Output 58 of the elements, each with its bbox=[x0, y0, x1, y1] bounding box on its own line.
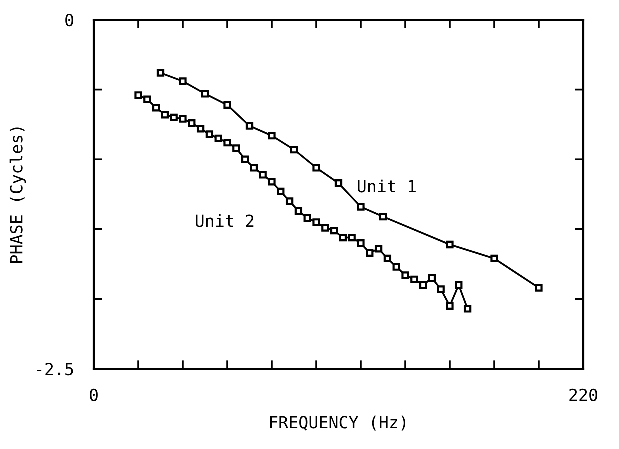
point bbox=[179, 78, 187, 86]
point bbox=[419, 281, 428, 290]
point bbox=[268, 132, 276, 140]
point bbox=[490, 254, 498, 263]
point bbox=[392, 263, 400, 271]
point bbox=[259, 171, 267, 179]
point bbox=[250, 164, 258, 172]
point bbox=[188, 119, 196, 128]
point bbox=[312, 218, 320, 226]
series-label: Unit 1 bbox=[358, 180, 416, 193]
point bbox=[241, 156, 250, 164]
y-axis-title: PHASE (Cycles) bbox=[10, 128, 26, 264]
point bbox=[446, 302, 454, 310]
point bbox=[428, 274, 436, 282]
point bbox=[437, 286, 445, 294]
point bbox=[322, 224, 330, 232]
point bbox=[196, 125, 205, 133]
point bbox=[357, 203, 365, 211]
point bbox=[144, 96, 152, 104]
point bbox=[294, 207, 303, 216]
point bbox=[206, 130, 214, 138]
point bbox=[348, 234, 356, 242]
point bbox=[161, 111, 170, 119]
point bbox=[334, 180, 343, 188]
point bbox=[214, 134, 222, 142]
point bbox=[224, 139, 232, 147]
point bbox=[379, 213, 388, 221]
point bbox=[357, 240, 365, 248]
point bbox=[304, 214, 312, 222]
point bbox=[152, 104, 160, 112]
point bbox=[446, 240, 454, 249]
point bbox=[374, 245, 383, 253]
point bbox=[402, 272, 410, 280]
x-axis-title: FREQUENCY (Hz) bbox=[270, 416, 406, 431]
point bbox=[330, 226, 338, 235]
point bbox=[339, 234, 348, 242]
point bbox=[286, 198, 294, 206]
point bbox=[134, 92, 142, 100]
point bbox=[268, 178, 276, 186]
point bbox=[170, 114, 178, 122]
point bbox=[156, 69, 165, 77]
y-tick-label: -2.5 bbox=[37, 363, 74, 376]
point bbox=[535, 284, 543, 292]
point bbox=[179, 115, 187, 123]
point bbox=[384, 254, 392, 263]
point bbox=[232, 144, 240, 152]
x-tick-label: 220 bbox=[570, 388, 598, 402]
series-label: Unit 2 bbox=[196, 214, 254, 228]
point bbox=[455, 281, 463, 290]
point bbox=[224, 101, 232, 109]
point bbox=[246, 122, 254, 130]
point bbox=[277, 188, 285, 196]
point bbox=[366, 249, 374, 257]
point bbox=[410, 276, 418, 284]
point bbox=[201, 90, 210, 98]
point bbox=[290, 146, 298, 154]
point bbox=[464, 305, 472, 313]
point bbox=[312, 164, 320, 172]
